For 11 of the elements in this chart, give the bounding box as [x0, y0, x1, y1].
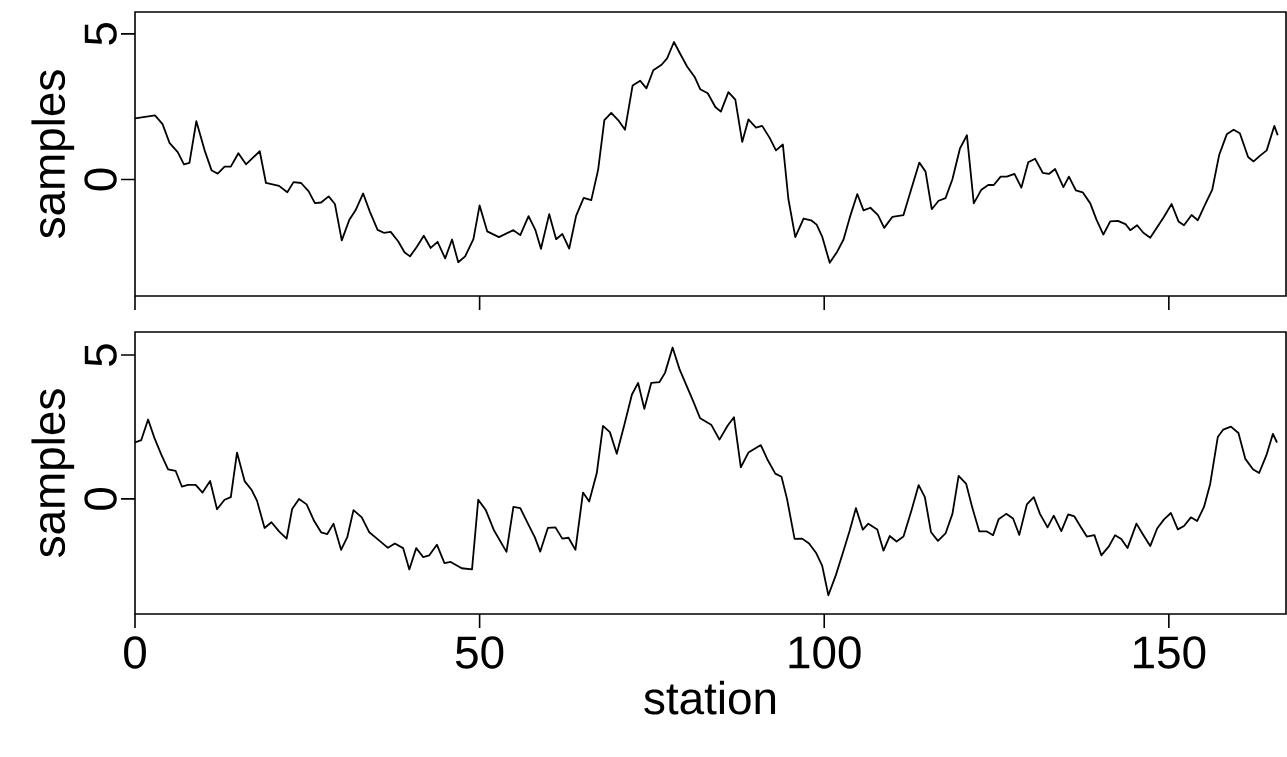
y-tick-label: 0 [84, 168, 117, 191]
x-axis-title: station [644, 680, 776, 715]
x-tick-label: 100 [789, 636, 861, 669]
y-axis-title: samples [31, 389, 75, 558]
y-axis-title: samples [31, 70, 75, 239]
x-tick-label: 0 [124, 636, 146, 669]
y-tick-label: 5 [84, 344, 117, 366]
y-tick-label: 5 [84, 23, 117, 45]
x-tick-label: 150 [1134, 636, 1206, 669]
x-tick-label: 50 [455, 636, 504, 669]
y-tick-label: 0 [84, 487, 117, 510]
